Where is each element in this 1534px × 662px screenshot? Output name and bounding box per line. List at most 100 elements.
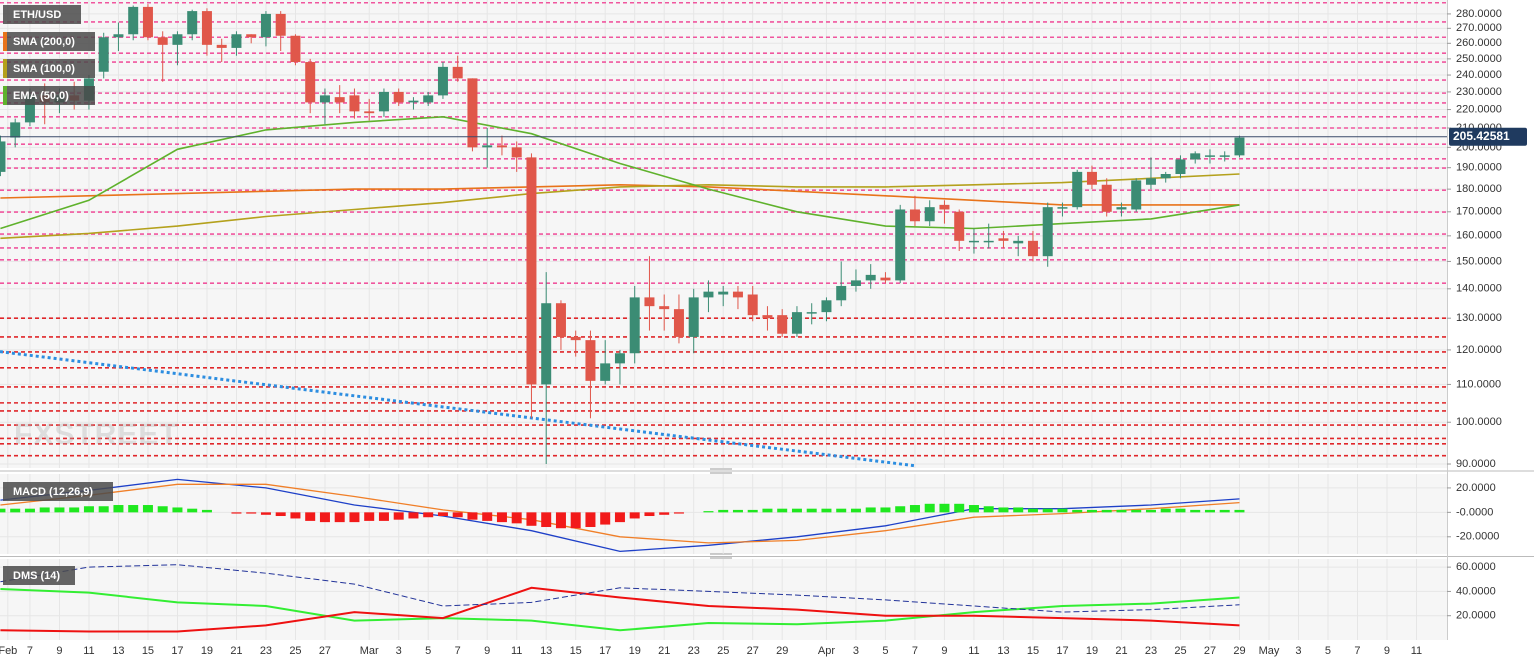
histogram-bar: [732, 509, 743, 513]
histogram-bar: [526, 512, 537, 526]
histogram-bar: [614, 512, 625, 523]
histogram-bar: [467, 512, 478, 520]
legend-box: [3, 86, 95, 105]
histogram-bar: [747, 509, 758, 513]
y-tick-label: 220.0000: [1456, 103, 1502, 115]
legend-box: [3, 59, 95, 78]
candle-body: [1101, 184, 1112, 212]
panel-title-box: [3, 482, 113, 501]
candle-body: [128, 6, 139, 35]
y-tick-label: 100.0000: [1456, 416, 1502, 428]
histogram-bar: [290, 512, 301, 519]
histogram-bar: [201, 509, 212, 513]
histogram-bar: [1116, 509, 1127, 513]
candle-body: [319, 95, 330, 103]
histogram-bar: [541, 512, 552, 528]
y-tick-label: 150.0000: [1456, 255, 1502, 267]
candle-body: [437, 66, 448, 96]
histogram-bar: [954, 503, 965, 513]
histogram-bar: [511, 512, 522, 524]
candle-body: [659, 306, 670, 310]
x-tick-label: 25: [717, 645, 729, 657]
histogram-bar: [246, 512, 257, 514]
histogram-bar: [1131, 509, 1142, 513]
histogram-bar: [600, 512, 611, 525]
x-tick-label: 3: [396, 645, 402, 657]
histogram-bar: [629, 512, 640, 519]
y-tick-label: -0.0000: [1456, 506, 1493, 518]
y-tick-label: 190.0000: [1456, 162, 1502, 174]
x-tick-label: 19: [201, 645, 213, 657]
x-tick-label: Feb: [0, 645, 17, 657]
candle-body: [1160, 174, 1171, 179]
candle-body: [1145, 178, 1156, 185]
histogram-bar: [69, 507, 80, 513]
histogram-bar: [1101, 509, 1112, 513]
histogram-bar: [437, 512, 448, 517]
candle-body: [142, 6, 153, 38]
candle-body: [1234, 137, 1245, 156]
y-tick-label: 170.0000: [1456, 206, 1502, 218]
x-tick-label: May: [1259, 645, 1280, 657]
candle-body: [201, 11, 212, 45]
candle-body: [1086, 171, 1097, 185]
candle-body: [939, 204, 950, 210]
indicator-line: [0, 183, 1240, 206]
histogram-bar: [113, 505, 124, 513]
histogram-bar: [644, 512, 655, 517]
candle-body: [246, 34, 257, 38]
histogram-bar: [1175, 508, 1186, 513]
legend-swatch: [3, 59, 7, 78]
candle-body: [880, 277, 891, 281]
x-tick-label: 27: [1204, 645, 1216, 657]
legend-box: [3, 32, 95, 51]
y-tick-label: 260.0000: [1456, 37, 1502, 49]
histogram-bar: [231, 512, 242, 514]
indicator-line: [0, 586, 1240, 633]
x-tick-label: 11: [511, 645, 522, 657]
x-tick-label: 27: [319, 645, 331, 657]
y-tick-label: 280.0000: [1456, 8, 1502, 20]
candle-body: [1013, 240, 1024, 244]
candle-body: [172, 34, 183, 45]
x-tick-label: 23: [688, 645, 700, 657]
indicator-line: [0, 483, 1240, 544]
histogram-bar: [319, 512, 330, 523]
candle-body: [113, 34, 124, 38]
histogram-bar: [496, 512, 507, 523]
candle-body: [0, 141, 6, 172]
histogram-bar: [983, 506, 994, 513]
candle-body: [349, 95, 360, 112]
candle-body: [895, 209, 906, 281]
histogram-bar: [570, 512, 581, 529]
candle-body: [732, 291, 743, 298]
candle-body: [541, 303, 552, 385]
last-price-box: [1449, 127, 1527, 146]
histogram-bar: [1145, 509, 1156, 513]
indicator-line: [0, 588, 1240, 632]
candle-body: [968, 240, 979, 243]
candle-body: [1116, 207, 1127, 210]
x-tick-label: 17: [599, 645, 611, 657]
resize-grip[interactable]: [710, 468, 732, 559]
histogram-bar: [762, 508, 773, 513]
x-tick-label: 9: [56, 645, 62, 657]
histogram-bar: [128, 505, 139, 513]
x-tick-label: 27: [747, 645, 759, 657]
candle-body: [865, 274, 876, 281]
candle-body: [718, 291, 729, 295]
y-tick-label: 40.0000: [1456, 585, 1496, 597]
candle-body: [585, 340, 596, 381]
candle-body: [555, 303, 566, 337]
legend-label: SMA (100,0): [13, 63, 75, 75]
histogram-bar: [1013, 507, 1024, 513]
x-tick-label: 7: [27, 645, 33, 657]
x-tick-label: 17: [1056, 645, 1068, 657]
x-tick-label: 11: [968, 645, 979, 657]
candle-body: [216, 44, 227, 48]
histogram-bar: [24, 508, 35, 513]
watermark: FXSTREET: [14, 418, 179, 451]
histogram-bar: [821, 508, 832, 513]
x-tick-label: 19: [629, 645, 641, 657]
x-tick-label: 19: [1086, 645, 1098, 657]
